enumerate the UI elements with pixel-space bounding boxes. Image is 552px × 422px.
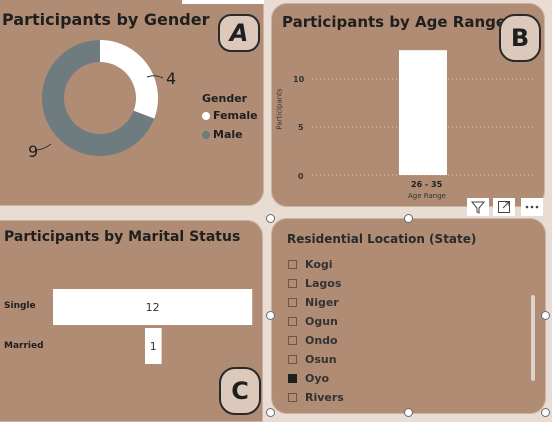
- checkbox-icon[interactable]: [288, 336, 297, 345]
- slicer-item-label: Osun: [305, 353, 337, 366]
- marital-chart-title: Participants by Marital Status: [4, 229, 241, 245]
- marital-bar-married[interactable]: [145, 328, 162, 364]
- more-options-button[interactable]: [521, 198, 543, 216]
- resize-handle-right[interactable]: [541, 311, 550, 320]
- male-value-label: 9: [28, 142, 39, 161]
- single-label: Single: [4, 301, 36, 311]
- age-tick-5: 5: [298, 123, 304, 132]
- slicer-item-label: Niger: [305, 296, 339, 309]
- location-slicer-title: Residential Location (State): [287, 232, 477, 246]
- slicer-item-label: Kogi: [305, 258, 333, 271]
- female-leader-line: [146, 75, 164, 79]
- filter-icon: [471, 201, 485, 214]
- legend-female[interactable]: Female: [202, 109, 258, 122]
- more-options-icon: [525, 205, 539, 209]
- age-x-axis-label: Age Range: [408, 192, 446, 200]
- resize-handle-left[interactable]: [266, 311, 275, 320]
- resize-handle-bottom[interactable]: [404, 408, 413, 417]
- resize-handle-top-left[interactable]: [266, 214, 275, 223]
- slicer-item-label: Rivers: [305, 391, 344, 404]
- slicer-item-label: Ondo: [305, 334, 338, 347]
- gender-legend-title: Gender: [202, 92, 248, 105]
- gender-chart-panel[interactable]: Participants by Gender A 4 9 Gender Fema…: [0, 0, 264, 206]
- slicer-item-label: Lagos: [305, 277, 342, 290]
- female-value-label: 4: [166, 69, 177, 88]
- hidden-toolbar-edge: [182, 0, 264, 4]
- age-bar-chart: [312, 50, 534, 176]
- male-dot-icon: [202, 130, 210, 139]
- slicer-item-lagos[interactable]: Lagos: [288, 277, 341, 290]
- legend-female-label: Female: [213, 109, 258, 122]
- slicer-item-niger[interactable]: Niger: [288, 296, 339, 309]
- marital-chart-badge: C: [219, 367, 261, 415]
- slicer-item-ondo[interactable]: Ondo: [288, 334, 338, 347]
- checkbox-icon[interactable]: [288, 317, 297, 326]
- marital-value-label-married: 1: [150, 340, 157, 353]
- marital-value-label-single: 12: [146, 301, 160, 314]
- age-chart-panel[interactable]: Participants by Age Range B Participants…: [271, 3, 545, 207]
- male-leader-line: [35, 143, 52, 151]
- slicer-item-label: Ogun: [305, 315, 338, 328]
- resize-handle-top[interactable]: [404, 214, 413, 223]
- checkbox-icon[interactable]: [288, 374, 297, 383]
- gender-donut-chart: [35, 40, 164, 156]
- marital-bar-chart: 12 1: [53, 289, 253, 364]
- slicer-item-label: Oyo: [305, 372, 330, 385]
- age-tick-10: 10: [293, 75, 305, 84]
- age-chart-badge: B: [499, 14, 541, 62]
- resize-handle-bottom-left[interactable]: [266, 408, 275, 417]
- age-tick-0: 0: [298, 172, 304, 181]
- slicer-item-osun[interactable]: Osun: [288, 353, 337, 366]
- legend-male[interactable]: Male: [202, 128, 243, 141]
- checkbox-icon[interactable]: [288, 393, 297, 402]
- gender-chart-badge: A: [218, 14, 260, 52]
- slicer-item-oyo[interactable]: Oyo: [288, 372, 329, 385]
- age-y-axis-label: Participants: [275, 88, 284, 130]
- marital-bar-single[interactable]: [53, 289, 253, 325]
- resize-handle-bottom-right[interactable]: [541, 408, 550, 417]
- slicer-item-ogun[interactable]: Ogun: [288, 315, 338, 328]
- checkbox-icon[interactable]: [288, 279, 297, 288]
- married-label: Married: [4, 341, 44, 351]
- location-slicer-panel[interactable]: Residential Location (State) Kogi Lagos Ni…: [271, 218, 546, 414]
- slicer-scrollbar[interactable]: [531, 295, 535, 381]
- focus-mode-icon: [498, 201, 510, 213]
- checkbox-icon[interactable]: [288, 260, 297, 269]
- slicer-item-kogi[interactable]: Kogi: [288, 258, 333, 271]
- checkbox-icon[interactable]: [288, 355, 297, 364]
- focus-mode-button[interactable]: [493, 198, 515, 216]
- gender-chart-title: Participants by Gender: [2, 10, 210, 29]
- female-dot-icon: [202, 111, 210, 120]
- donut-slice-male[interactable]: [42, 40, 155, 156]
- donut-slice-female[interactable]: [100, 40, 159, 119]
- marital-chart-panel[interactable]: Participants by Marital Status Single Ma…: [0, 220, 263, 422]
- age-chart-title: Participants by Age Range: [282, 13, 507, 31]
- legend-male-label: Male: [213, 128, 243, 141]
- checkbox-icon[interactable]: [288, 298, 297, 307]
- slicer-item-rivers[interactable]: Rivers: [288, 391, 344, 404]
- age-category-label: 26 - 35: [411, 180, 443, 189]
- age-bar-0[interactable]: [399, 50, 447, 176]
- filter-button[interactable]: [467, 198, 489, 216]
